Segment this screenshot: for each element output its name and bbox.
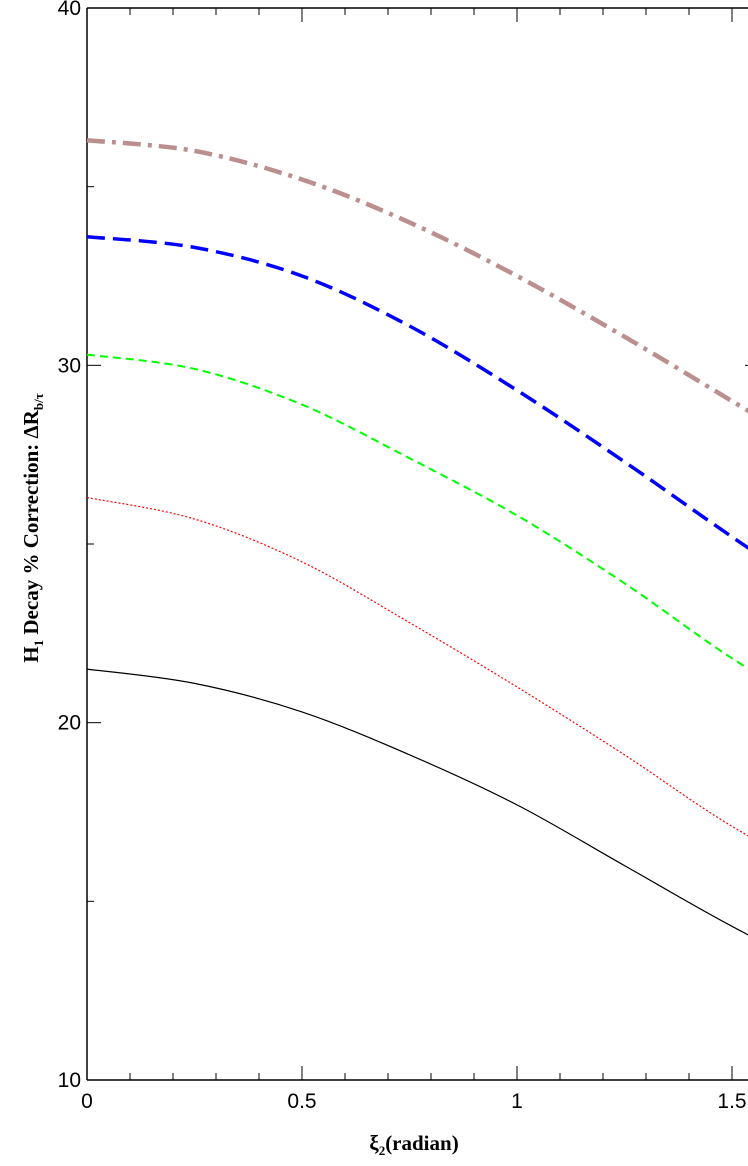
y-tick-label: 30 — [58, 354, 81, 377]
y-tick-label: 40 — [58, 0, 81, 20]
y-tick-label: 10 — [58, 1069, 81, 1092]
x-tick-label: 1 — [511, 1090, 523, 1113]
y-tick-label: 20 — [58, 712, 81, 735]
y-axis-title: H1 Decay % Correction: ΔRb/τ — [19, 393, 46, 662]
series-line-5 — [86, 668, 748, 936]
x-axis-title-main: ξ — [369, 1131, 379, 1155]
x-axis-title: ξ2(radian) — [369, 1131, 458, 1158]
x-axis-title-rest: (radian) — [385, 1131, 459, 1155]
x-tick-label: 0 — [81, 1090, 93, 1113]
x-tick-label: 0.5 — [287, 1090, 316, 1113]
series-group — [86, 137, 748, 936]
series-line-4 — [86, 496, 748, 837]
x-tick-label: 1.5 — [717, 1090, 746, 1113]
axes-group: 00.511.522.5310203040 — [58, 0, 748, 1113]
series-line-2 — [86, 234, 748, 550]
y-axis-title-part1: H — [19, 646, 43, 662]
x-axis-title-sub: 2 — [379, 1143, 386, 1158]
y-axis-title-sub1: 1 — [31, 640, 46, 647]
y-axis-title-part2: Decay % Correction: ΔR — [19, 409, 43, 640]
series-line-3 — [86, 353, 748, 670]
y-axis-title-sub2: b/τ — [31, 393, 46, 410]
series-line-1 — [86, 137, 748, 414]
